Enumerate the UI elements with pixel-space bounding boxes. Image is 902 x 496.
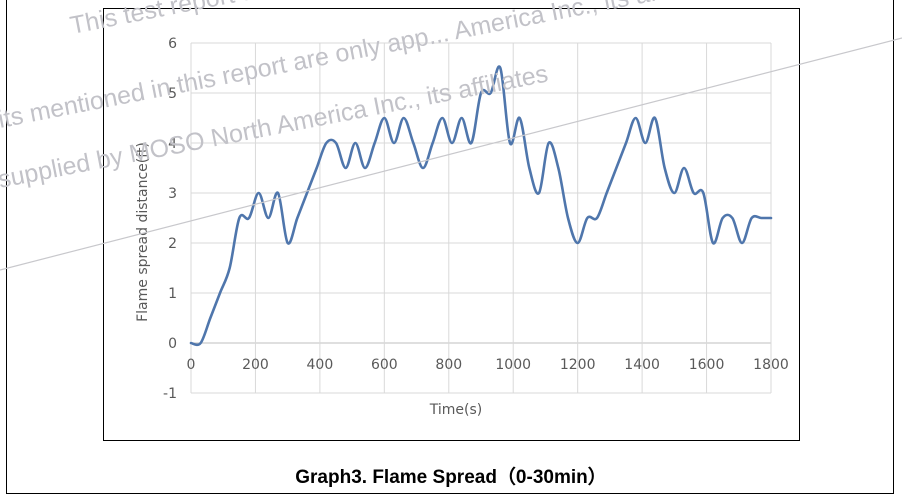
series-line xyxy=(189,65,773,347)
series-layer xyxy=(189,65,773,347)
y-tick-label: 5 xyxy=(168,86,177,102)
y-tick-label: 1 xyxy=(168,286,177,302)
x-tick-label: 1800 xyxy=(753,357,789,373)
x-tick-label: 0 xyxy=(187,357,196,373)
x-tick-label: 1000 xyxy=(495,357,531,373)
y-tick-label: -1 xyxy=(163,386,177,402)
x-tick-label: 1200 xyxy=(560,357,596,373)
y-tick-label: 0 xyxy=(168,336,177,352)
x-tick-label: 400 xyxy=(307,357,334,373)
figure-caption: Graph3. Flame Spread（0-30min） xyxy=(295,467,607,488)
x-tick-label: 800 xyxy=(435,357,462,373)
y-tick-label: 4 xyxy=(168,136,177,152)
x-tick-label: 200 xyxy=(242,357,269,373)
line-chart: -1 0 1 2 3 4 5 6 0 200 400 600 800 1000 1200 1400 1600 18… xyxy=(135,36,789,418)
y-tick-label: 6 xyxy=(168,36,177,52)
chart-area: -1 0 1 2 3 4 5 6 0 200 400 600 800 1000 1200 1400 1600 18… xyxy=(103,8,800,441)
y-tick-label: 3 xyxy=(168,186,177,202)
x-tick-label: 1600 xyxy=(689,357,725,373)
x-axis-label: Time(s) xyxy=(429,402,482,418)
y-axis-label: Flame spread distance(ft) xyxy=(135,142,151,322)
x-tick-label: 1400 xyxy=(624,357,660,373)
y-tick-label: 2 xyxy=(168,236,177,252)
x-tick-label: 600 xyxy=(371,357,398,373)
axes: -1 0 1 2 3 4 5 6 0 200 400 600 800 1000 1200 1400 1600 18… xyxy=(163,36,789,402)
